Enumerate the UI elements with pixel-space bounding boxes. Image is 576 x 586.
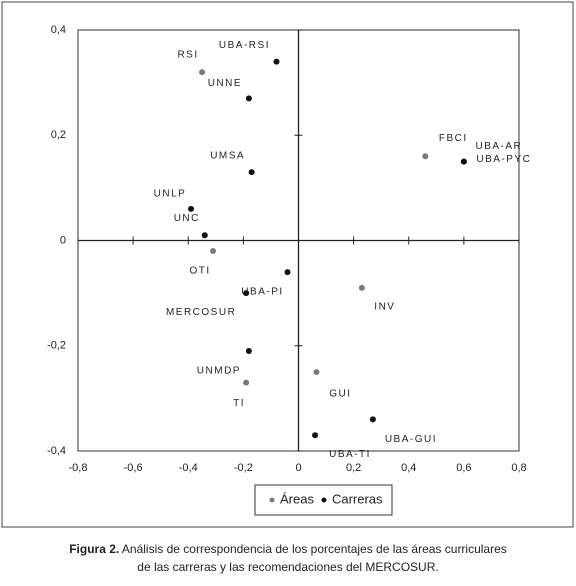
point-label: UBA-GUI (385, 434, 437, 445)
x-tick-label: 0,4 (401, 462, 416, 474)
point (422, 153, 429, 160)
legend-label: Áreas (280, 491, 314, 506)
point-label: GUI (329, 389, 351, 400)
point (243, 290, 250, 297)
point-label: MERCOSUR (166, 307, 236, 318)
point-label: UBA-TI (329, 449, 371, 460)
legend-label: Carreras (332, 491, 383, 506)
point-label: TI (233, 398, 245, 409)
point (245, 95, 252, 102)
x-tick-label: -0,4 (179, 462, 198, 474)
point-label: UMSA (210, 151, 245, 162)
point (313, 369, 320, 376)
point (284, 269, 291, 276)
point-label: UNLP (154, 189, 187, 200)
y-tick-label: 0,2 (51, 129, 66, 141)
y-tick-label: 0 (60, 234, 66, 246)
point (248, 169, 255, 176)
x-tick-label: -0,2 (234, 462, 253, 474)
caption-text: de las carreras y las recomendaciones de… (137, 560, 438, 574)
x-tick-label: 0,6 (456, 462, 471, 474)
point-label: UBA-PYC (476, 154, 531, 165)
y-tick-label: -0,4 (47, 445, 66, 457)
point (243, 379, 250, 386)
caption: Figura 2. Análisis de correspondencia de… (69, 542, 507, 556)
x-tick-label: 0,8 (511, 462, 526, 474)
point (188, 205, 195, 212)
point (210, 248, 217, 255)
legend-marker (321, 497, 327, 503)
point (312, 432, 319, 439)
point-label: UNNE (208, 78, 242, 89)
legend-box (254, 484, 393, 516)
x-tick-label: -0,8 (69, 462, 88, 474)
point (358, 284, 365, 291)
point (369, 416, 376, 423)
point (201, 232, 208, 239)
x-tick-label: -0,6 (124, 462, 143, 474)
x-tick-label: 0,2 (346, 462, 361, 474)
point (245, 348, 252, 355)
x-tick-label: 0 (295, 462, 301, 474)
caption-label: Figura 2. (69, 542, 119, 556)
point-label: UNC (174, 213, 200, 224)
y-tick-label: -0,2 (47, 340, 66, 352)
point (273, 58, 280, 65)
point-label: UBA-PI (241, 287, 283, 298)
point-label: FBCI (439, 133, 468, 144)
legend-marker (269, 497, 275, 503)
point-label: UBA-RSI (219, 40, 270, 51)
point-label: RSI (177, 50, 198, 61)
y-tick-label: 0,4 (51, 24, 66, 36)
point-label: UNMDP (197, 366, 241, 377)
point-label: OTI (189, 266, 210, 277)
point-label: INV (374, 302, 395, 313)
point-label: UBA-AR (475, 141, 522, 152)
caption-text: Análisis de correspondencia de los porce… (122, 542, 507, 556)
figure-border (1, 1, 574, 528)
point (199, 69, 206, 76)
point (460, 158, 467, 165)
